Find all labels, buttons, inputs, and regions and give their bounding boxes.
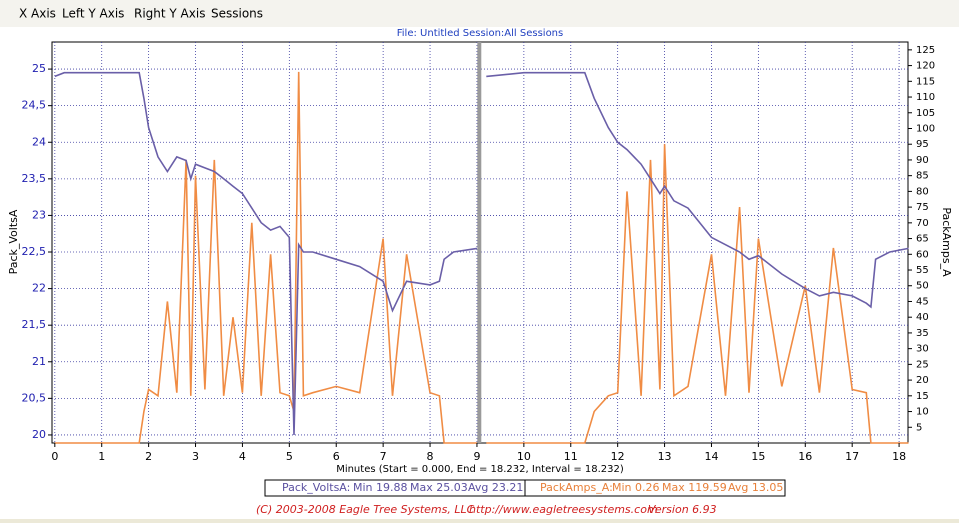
y2-tick-label: 85 bbox=[916, 171, 929, 182]
y2-tick-label: 30 bbox=[916, 344, 929, 355]
x-tick-label: 9 bbox=[473, 450, 480, 463]
y-tick-label: 22,5 bbox=[22, 245, 47, 258]
x-tick-label: 10 bbox=[517, 450, 531, 463]
footer: (C) 2003-2008 Eagle Tree Systems, LLC ht… bbox=[256, 503, 717, 516]
y2-tick-label: 25 bbox=[916, 359, 929, 370]
session-break bbox=[477, 42, 482, 443]
y2-tick-label: 35 bbox=[916, 328, 929, 339]
y2-tick-label: 95 bbox=[916, 139, 929, 150]
y2-tick-label: 15 bbox=[916, 391, 929, 402]
stat: Max 25.03 bbox=[410, 481, 468, 494]
y2-tick-label: 90 bbox=[916, 155, 929, 166]
x-axis-label: Minutes (Start = 0.000, End = 18.232, In… bbox=[336, 464, 624, 475]
y2-tick-label: 5 bbox=[916, 422, 922, 433]
y2-tick-label: 115 bbox=[916, 76, 935, 87]
x-tick-label: 13 bbox=[658, 450, 672, 463]
x-tick-label: 7 bbox=[380, 450, 387, 463]
x-tick-label: 1 bbox=[98, 450, 105, 463]
x-tick-label: 11 bbox=[564, 450, 578, 463]
y2-tick-label: 105 bbox=[916, 108, 935, 119]
menu-item[interactable]: X Axis bbox=[19, 7, 56, 21]
series-line bbox=[54, 71, 909, 444]
menu-item[interactable]: Sessions bbox=[211, 7, 263, 21]
y2-tick-label: 75 bbox=[916, 202, 929, 213]
x-tick-label: 5 bbox=[286, 450, 293, 463]
x-tick-label: 8 bbox=[427, 450, 434, 463]
stat: Min 19.88 bbox=[353, 481, 408, 494]
y2-tick-label: 55 bbox=[916, 265, 929, 276]
y-tick-label: 24,5 bbox=[22, 99, 47, 112]
y2-tick-label: 125 bbox=[916, 45, 935, 56]
session-header: File: Untitled Session:All Sessions bbox=[397, 28, 563, 39]
x-tick-label: 16 bbox=[798, 450, 812, 463]
y2-tick-label: 40 bbox=[916, 312, 929, 323]
y-tick-label: 21,5 bbox=[22, 318, 47, 331]
x-tick-label: 2 bbox=[145, 450, 152, 463]
y-tick-label: 23,5 bbox=[22, 172, 47, 185]
menu: X Axis Left Y Axis Right Y Axis Sessions bbox=[19, 7, 263, 21]
stat: Pack_VoltsA: bbox=[282, 481, 350, 494]
y2-tick-label: 50 bbox=[916, 281, 929, 292]
y-tick-label: 24 bbox=[32, 135, 46, 148]
x-tick-label: 0 bbox=[51, 450, 58, 463]
y2-axis-label: PackAmps_A bbox=[940, 207, 953, 277]
x-tick-label: 17 bbox=[845, 450, 859, 463]
y2-tick-label: 10 bbox=[916, 407, 929, 418]
y2-tick-label: 70 bbox=[916, 218, 929, 229]
url[interactable]: http://www.eagletreesystems.com bbox=[469, 503, 658, 516]
menu-bar bbox=[0, 0, 959, 27]
stats-volts: Pack_VoltsA: Min 19.88 Max 25.03 Avg 23.… bbox=[282, 481, 523, 494]
menu-item[interactable]: Right Y Axis bbox=[134, 7, 205, 21]
stats-amps: PackAmps_A: Min 0.26 Max 119.59 Avg 13.0… bbox=[540, 481, 783, 494]
stat: Avg 23.21 bbox=[468, 481, 523, 494]
copyright: (C) 2003-2008 Eagle Tree Systems, LLC bbox=[256, 503, 475, 516]
series-line bbox=[54, 71, 909, 436]
stat: Avg 13.05 bbox=[728, 481, 783, 494]
y-tick-label: 21 bbox=[32, 355, 46, 368]
stat: Max 119.59 bbox=[662, 481, 727, 494]
y-tick-label: 20,5 bbox=[22, 391, 47, 404]
y2-tick-label: 100 bbox=[916, 123, 935, 134]
menu-item[interactable]: Left Y Axis bbox=[62, 7, 124, 21]
y-tick-label: 20 bbox=[32, 428, 46, 441]
version: Version 6.93 bbox=[648, 503, 717, 516]
y-tick-label: 22 bbox=[32, 282, 46, 295]
y2-tick-label: 65 bbox=[916, 234, 929, 245]
y2-tick-label: 110 bbox=[916, 92, 935, 103]
y-tick-label: 25 bbox=[32, 62, 46, 75]
x-tick-label: 15 bbox=[751, 450, 765, 463]
stat: PackAmps_A: bbox=[540, 481, 613, 494]
x-tick-label: 3 bbox=[192, 450, 199, 463]
y-tick-label: 23 bbox=[32, 208, 46, 221]
x-tick-label: 18 bbox=[892, 450, 906, 463]
y2-tick-label: 45 bbox=[916, 296, 929, 307]
y2-tick-label: 120 bbox=[916, 61, 935, 72]
x-tick-label: 6 bbox=[333, 450, 340, 463]
x-tick-label: 14 bbox=[704, 450, 718, 463]
y2-tick-label: 20 bbox=[916, 375, 929, 386]
y2-tick-label: 80 bbox=[916, 186, 929, 197]
y-axis-label: Pack_VoltsA bbox=[7, 209, 20, 274]
stat: Min 0.26 bbox=[612, 481, 660, 494]
x-tick-label: 4 bbox=[239, 450, 246, 463]
x-tick-label: 12 bbox=[611, 450, 625, 463]
y2-tick-label: 60 bbox=[916, 249, 929, 260]
